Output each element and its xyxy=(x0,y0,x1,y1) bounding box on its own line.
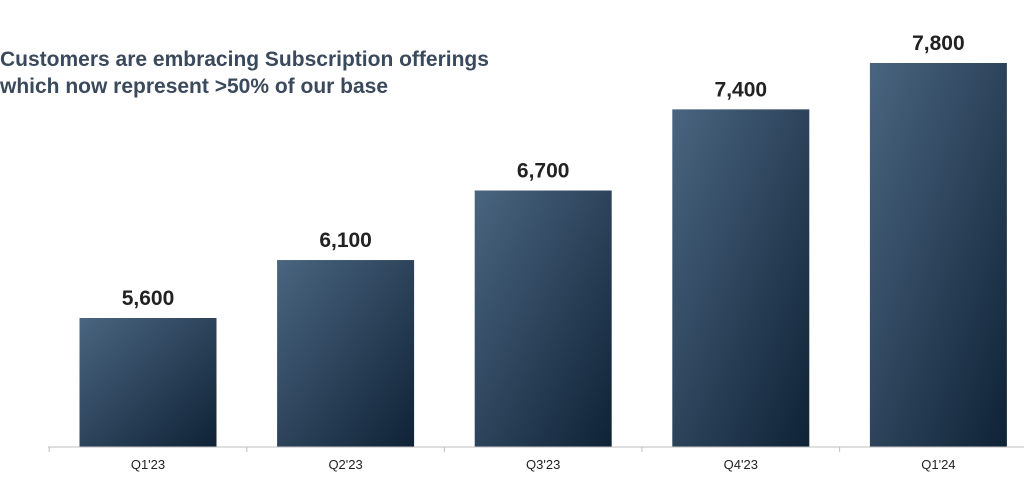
bar-q124 xyxy=(869,63,1007,447)
x-tick-label: Q1'24 xyxy=(921,457,955,472)
x-tick-label: Q2'23 xyxy=(328,457,362,472)
data-label: 7,800 xyxy=(912,32,965,55)
chart-title-line-1: Customers are embracing Subscription off… xyxy=(0,48,489,71)
x-tick-label: Q3'23 xyxy=(526,457,560,472)
data-label: 5,600 xyxy=(122,287,175,310)
bars-group: 5,600 6,100 6,700 7,400 7,800 xyxy=(79,32,1007,447)
chart-title-line-2: which now represent >50% of our base xyxy=(0,75,389,98)
bar-q423 xyxy=(672,109,810,447)
x-tick-label: Q1'23 xyxy=(131,457,165,472)
data-label: 7,400 xyxy=(715,78,768,101)
bar-q223 xyxy=(277,260,415,447)
x-tick-label: Q4'23 xyxy=(724,457,758,472)
x-axis: Q1'23 Q2'23 Q3'23 Q4'23 Q1'24 xyxy=(48,446,1024,472)
chart-title: Customers are embracing Subscription off… xyxy=(0,46,600,100)
bar-q323 xyxy=(474,190,612,447)
data-label: 6,100 xyxy=(319,229,372,252)
data-label: 6,700 xyxy=(517,160,570,183)
bar-q123 xyxy=(79,318,217,447)
